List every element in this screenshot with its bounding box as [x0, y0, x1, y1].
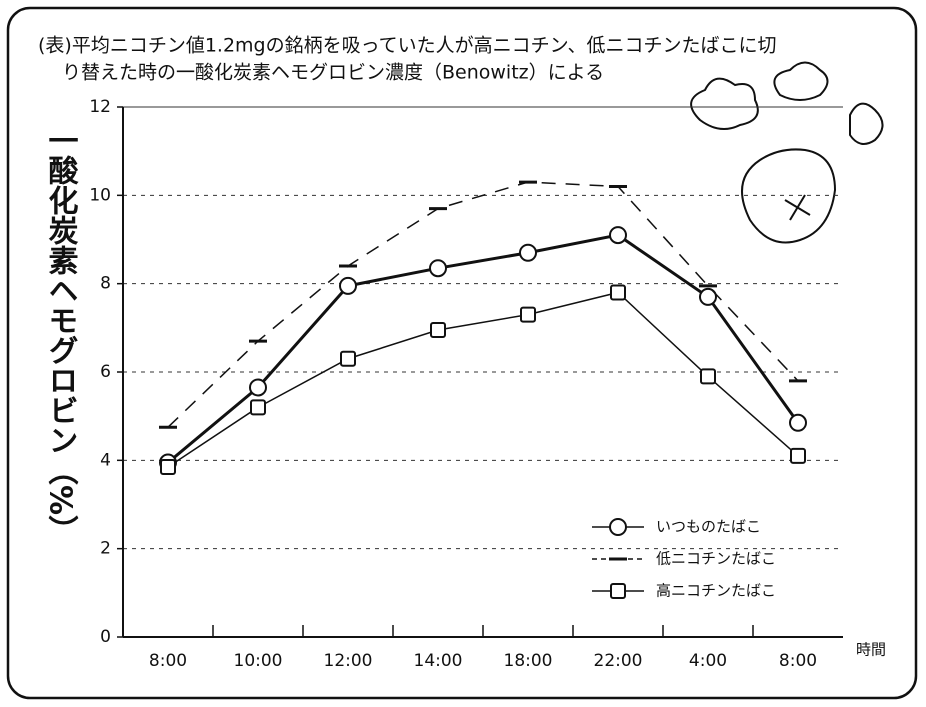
y-tick-label: 6 [100, 362, 111, 382]
x-tick-label: 12:00 [324, 651, 373, 671]
point [250, 379, 266, 395]
y-tick-label: 12 [89, 97, 111, 117]
point [610, 519, 626, 535]
y-tick-label: 8 [100, 274, 111, 294]
frame [8, 8, 916, 698]
point [161, 460, 175, 474]
series-line [168, 235, 798, 462]
x-tick-label: 8:00 [779, 651, 817, 671]
point [431, 323, 445, 337]
illustration [691, 63, 882, 243]
point [701, 369, 715, 383]
x-tick-label: 8:00 [149, 651, 187, 671]
chart-title: (表)平均ニコチン値1.2mgの銘柄を吸っていた人が高ニコチン、低ニコチンたばこ… [38, 35, 777, 57]
point [341, 352, 355, 366]
point [791, 449, 805, 463]
series [160, 227, 806, 470]
point [520, 245, 536, 261]
x-tick-label: 18:00 [504, 651, 553, 671]
point [430, 260, 446, 276]
y-tick-label: 2 [100, 539, 111, 559]
x-axis-label: 時間 [856, 641, 886, 659]
point [610, 227, 626, 243]
x-tick-label: 14:00 [414, 651, 463, 671]
y-tick-label: 10 [89, 185, 111, 205]
chart-subtitle: り替えた時の一酸化炭素ヘモグロビン濃度（Benowitz）による [62, 62, 604, 84]
point [340, 278, 356, 294]
legend-label: いつものたばこ [656, 518, 761, 536]
y-tick-label: 0 [100, 627, 111, 647]
point [251, 400, 265, 414]
point [611, 584, 625, 598]
x-tick-label: 4:00 [689, 651, 727, 671]
point [521, 308, 535, 322]
x-tick-label: 10:00 [234, 651, 283, 671]
point [790, 415, 806, 431]
chart: (表)平均ニコチン値1.2mgの銘柄を吸っていた人が高ニコチン、低ニコチンたばこ… [0, 0, 926, 707]
y-tick-label: 4 [100, 450, 111, 470]
point [611, 286, 625, 300]
legend-label: 高ニコチンたばこ [656, 582, 776, 600]
x-tick-label: 22:00 [594, 651, 643, 671]
legend-label: 低ニコチンたばこ [656, 550, 776, 568]
y-axis-label: 一酸化炭素ヘモグロビン（%） [43, 125, 79, 545]
